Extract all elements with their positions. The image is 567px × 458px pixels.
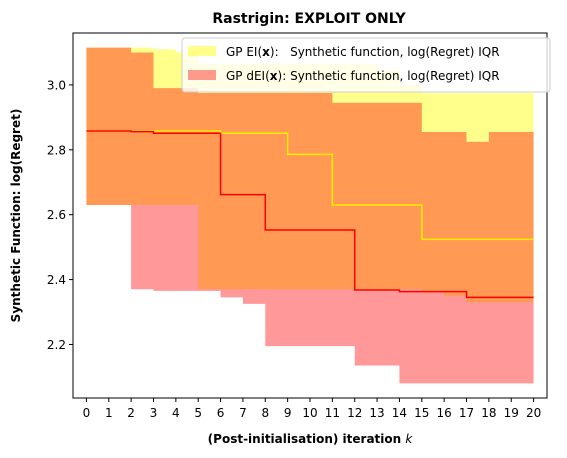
x-tick-label: 9 <box>284 406 292 420</box>
x-tick-label: 6 <box>217 406 225 420</box>
legend-swatch <box>188 46 216 56</box>
x-tick-label: 10 <box>302 406 317 420</box>
median-line-3 <box>86 130 534 299</box>
y-tick-label: 2.2 <box>47 338 66 352</box>
x-tick-label: 8 <box>261 406 269 420</box>
y-axis-label: Synthetic Function: log(Regret) <box>9 109 23 323</box>
median-line-2 <box>86 130 534 241</box>
chart-title: Rastrigin: EXPLOIT ONLY <box>212 11 406 27</box>
legend-entry: GP dEI(x): Synthetic function, log(Regre… <box>226 69 500 83</box>
x-tick-label: 7 <box>239 406 247 420</box>
legend-entry: GP EI(x): Synthetic function, log(Regret… <box>226 45 500 59</box>
x-tick-label: 15 <box>414 406 429 420</box>
x-tick-label: 18 <box>481 406 496 420</box>
x-tick-label: 3 <box>150 406 158 420</box>
y-tick-label: 3.0 <box>47 78 66 92</box>
y-tick-label: 2.4 <box>47 273 66 287</box>
y-axis: 2.2 2.4 2.6 2.8 3.0 <box>47 78 73 352</box>
x-tick-label: 12 <box>347 406 362 420</box>
x-tick-label: 17 <box>459 406 474 420</box>
x-tick-label: 0 <box>83 406 91 420</box>
x-tick-label: 13 <box>369 406 384 420</box>
x-tick-label: 1 <box>105 406 113 420</box>
legend-box <box>181 37 551 93</box>
x-axis-label: (Post-initialisation) iteration k <box>208 432 414 446</box>
y-tick-label: 2.8 <box>47 143 66 157</box>
x-tick-label: 20 <box>526 406 541 420</box>
x-axis: 0 1 2 3 4 5 6 7 8 9 10 11 12 13 14 15 16 17 18 19 20 <box>83 398 541 420</box>
x-tick-label: 2 <box>127 406 135 420</box>
y-tick-label: 2.6 <box>47 208 66 222</box>
legend: GP EI(x): Synthetic function, log(Regret… <box>181 37 551 93</box>
median-lines <box>86 130 534 299</box>
legend-swatch <box>188 70 216 80</box>
iqr-bands <box>86 47 534 384</box>
x-tick-label: 4 <box>172 406 180 420</box>
x-tick-label: 16 <box>437 406 452 420</box>
x-tick-label: 14 <box>392 406 407 420</box>
x-tick-label: 11 <box>325 406 340 420</box>
x-tick-label: 5 <box>194 406 202 420</box>
x-tick-label: 19 <box>504 406 519 420</box>
